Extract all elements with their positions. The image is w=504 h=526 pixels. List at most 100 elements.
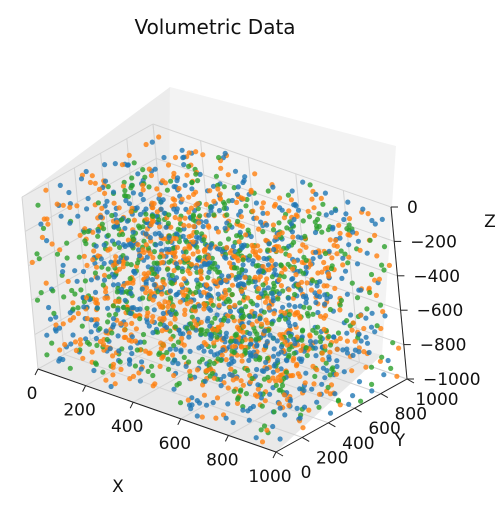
data-point-series-3 <box>124 307 131 313</box>
data-point-series-3 <box>239 315 245 321</box>
data-point-series-2 <box>223 291 229 297</box>
data-point-series-2 <box>196 220 202 226</box>
data-point-series-1 <box>366 349 372 356</box>
data-point-series-2 <box>172 316 178 322</box>
left-gridline-y <box>73 167 91 340</box>
data-point-series-1 <box>385 357 391 364</box>
data-point-series-3 <box>381 244 388 250</box>
data-point-series-1 <box>254 343 260 349</box>
data-point-series-3 <box>306 214 313 220</box>
data-point-series-2 <box>376 276 382 282</box>
data-point-series-3 <box>252 328 258 334</box>
data-point-series-1 <box>240 407 246 413</box>
data-point-series-1 <box>175 361 181 367</box>
data-point-series-2 <box>214 327 220 333</box>
data-point-series-2 <box>128 209 134 215</box>
data-point-series-1 <box>250 258 256 264</box>
data-point-series-1 <box>225 273 232 279</box>
data-point-series-1 <box>310 256 316 262</box>
data-point-series-2 <box>276 277 282 283</box>
data-point-series-3 <box>149 266 155 272</box>
data-point-series-1 <box>223 330 229 336</box>
data-point-series-2 <box>333 237 339 243</box>
data-point-series-2 <box>234 199 240 205</box>
data-point-series-3 <box>327 306 333 313</box>
data-point-series-1 <box>128 345 134 351</box>
data-point-series-2 <box>77 341 84 347</box>
data-point-series-3 <box>165 356 171 362</box>
data-point-series-2 <box>140 182 146 188</box>
data-point-series-3 <box>130 236 136 243</box>
data-point-series-2 <box>179 289 185 295</box>
data-point-series-3 <box>198 327 204 333</box>
data-point-series-2 <box>120 260 126 266</box>
data-point-series-3 <box>143 211 149 217</box>
data-point-series-1 <box>74 278 80 284</box>
data-point-series-1 <box>246 257 252 263</box>
data-point-series-1 <box>258 291 264 297</box>
data-point-series-1 <box>112 161 118 167</box>
data-point-series-3 <box>97 326 103 332</box>
data-point-series-2 <box>188 233 195 239</box>
data-point-series-1 <box>75 213 81 219</box>
data-point-series-2 <box>242 274 248 280</box>
data-point-series-1 <box>289 188 295 194</box>
data-point-series-1 <box>313 299 319 306</box>
data-point-series-2 <box>77 337 83 343</box>
data-point-series-2 <box>150 297 156 303</box>
z-axis-label: Z <box>484 212 496 232</box>
data-point-series-3 <box>122 193 128 199</box>
data-point-series-2 <box>159 291 165 297</box>
data-point-series-3 <box>315 324 321 330</box>
data-point-series-3 <box>106 274 112 280</box>
data-point-series-2 <box>271 311 277 317</box>
data-point-series-2 <box>143 242 149 248</box>
data-point-series-2 <box>296 313 302 319</box>
data-point-series-1 <box>350 229 356 235</box>
data-point-series-1 <box>92 289 99 295</box>
data-point-series-2 <box>181 253 187 259</box>
data-point-series-2 <box>92 180 98 186</box>
data-point-series-1 <box>277 405 283 411</box>
data-point-series-1 <box>369 310 375 316</box>
data-point-series-2 <box>337 230 343 236</box>
data-point-series-1 <box>265 285 271 291</box>
data-point-series-1 <box>181 154 187 160</box>
data-point-series-2 <box>260 200 266 206</box>
data-point-series-2 <box>227 250 233 256</box>
data-point-series-2 <box>188 299 194 305</box>
data-point-series-2 <box>337 402 343 408</box>
data-point-series-3 <box>79 323 85 329</box>
data-point-series-1 <box>149 277 155 283</box>
data-point-series-2 <box>270 375 276 381</box>
data-point-series-1 <box>180 331 186 337</box>
data-point-series-2 <box>277 195 283 201</box>
data-point-series-2 <box>298 347 304 353</box>
data-point-series-1 <box>94 305 100 311</box>
data-point-series-1 <box>229 372 235 378</box>
data-point-series-1 <box>127 310 134 317</box>
data-point-series-2 <box>73 347 79 354</box>
data-point-series-2 <box>181 276 187 282</box>
data-point-series-2 <box>191 223 197 229</box>
data-point-series-1 <box>179 147 185 153</box>
data-point-series-1 <box>107 346 113 352</box>
data-point-series-3 <box>85 228 91 235</box>
data-point-series-3 <box>169 272 175 278</box>
data-point-series-2 <box>232 343 238 349</box>
data-point-series-2 <box>333 371 339 377</box>
data-point-series-3 <box>292 291 298 298</box>
data-point-series-2 <box>255 386 261 392</box>
data-point-series-1 <box>101 260 107 267</box>
data-point-series-2 <box>286 208 292 214</box>
data-point-series-1 <box>60 356 66 363</box>
data-point-series-3 <box>187 373 193 379</box>
data-point-series-1 <box>235 184 241 190</box>
data-point-series-3 <box>95 233 101 239</box>
data-point-series-1 <box>289 229 295 235</box>
data-point-series-1 <box>333 207 339 214</box>
data-point-series-1 <box>317 254 323 260</box>
data-point-series-2 <box>185 268 191 274</box>
data-point-series-2 <box>263 317 269 323</box>
data-point-series-3 <box>342 251 348 257</box>
